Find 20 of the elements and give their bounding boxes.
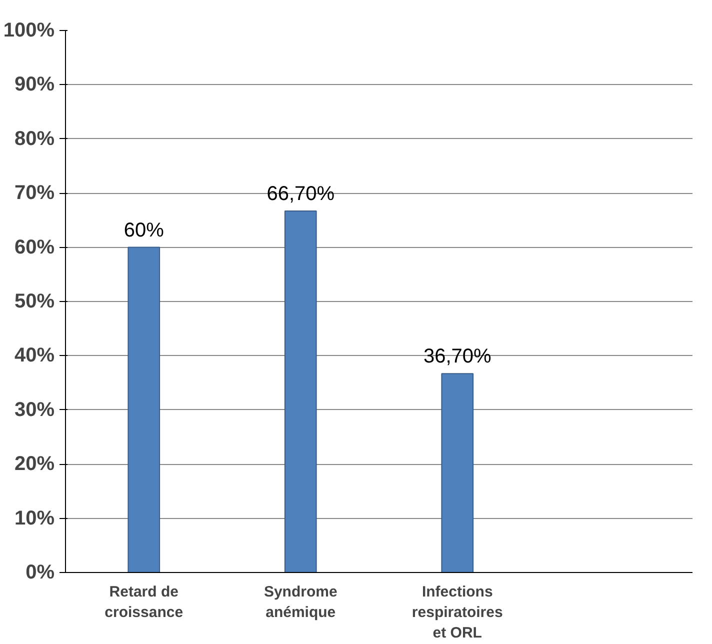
x-tick-label: Syndrome anémique (264, 584, 338, 621)
bar (441, 373, 474, 572)
data-label: 60% (124, 219, 164, 242)
y-tick-label: 60% (14, 236, 55, 258)
y-tick-label: 30% (14, 398, 55, 421)
x-tick-label: Retard de croissance (104, 584, 184, 621)
y-tick-label: 20% (14, 453, 55, 476)
x-tick-label: Infections respiratoires et ORL (412, 584, 503, 642)
y-tick-label: 70% (14, 182, 55, 204)
y-tick-label: 80% (14, 128, 55, 150)
y-tick-label: 50% (14, 290, 55, 312)
y-tick-label: 10% (14, 507, 55, 530)
y-tick-label: 90% (14, 74, 55, 96)
bar (284, 210, 317, 572)
bar (128, 246, 160, 572)
y-tick-label: 100% (3, 20, 55, 42)
data-label: 66,70% (266, 182, 335, 205)
data-label: 36,70% (423, 346, 492, 368)
y-tick-label: 0% (26, 562, 55, 584)
y-tick-label: 40% (14, 344, 55, 367)
